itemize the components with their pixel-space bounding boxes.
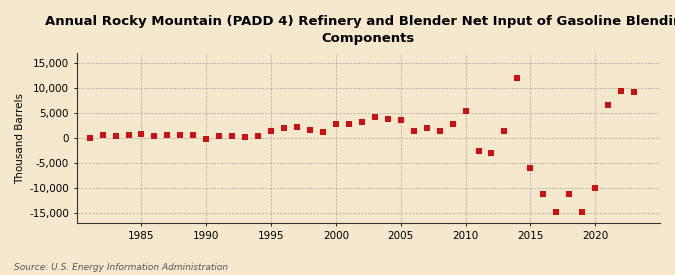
Point [460,108,471,113]
Point [97,132,108,137]
Point [331,122,342,126]
Point [123,132,134,137]
Point [149,133,160,138]
Point [227,134,238,138]
Point [317,130,328,134]
Point [201,136,212,141]
Point [266,128,277,133]
Point [616,89,626,93]
Point [538,192,549,196]
Point [382,116,393,121]
Point [434,128,445,133]
Point [84,135,95,140]
Point [551,210,562,214]
Title: Annual Rocky Mountain (PADD 4) Refinery and Blender Net Input of Gasoline Blendi: Annual Rocky Mountain (PADD 4) Refinery … [45,15,675,45]
Point [512,76,523,80]
Point [136,132,147,136]
Point [499,128,510,133]
Point [577,209,588,214]
Point [279,126,290,130]
Point [240,134,250,139]
Point [110,133,121,138]
Point [486,151,497,155]
Point [188,133,198,137]
Point [525,166,536,170]
Text: Source: U.S. Energy Information Administration: Source: U.S. Energy Information Administ… [14,263,227,272]
Point [590,186,601,190]
Point [292,125,302,129]
Point [421,126,432,130]
Point [304,127,315,132]
Point [396,118,406,122]
Point [214,134,225,138]
Point [356,120,367,124]
Point [564,192,574,196]
Point [408,128,419,133]
Y-axis label: Thousand Barrels: Thousand Barrels [15,93,25,184]
Point [448,122,458,126]
Point [603,103,614,107]
Point [473,148,484,153]
Point [252,134,263,138]
Point [175,132,186,137]
Point [628,90,639,94]
Point [369,115,380,119]
Point [162,132,173,137]
Point [344,122,354,126]
